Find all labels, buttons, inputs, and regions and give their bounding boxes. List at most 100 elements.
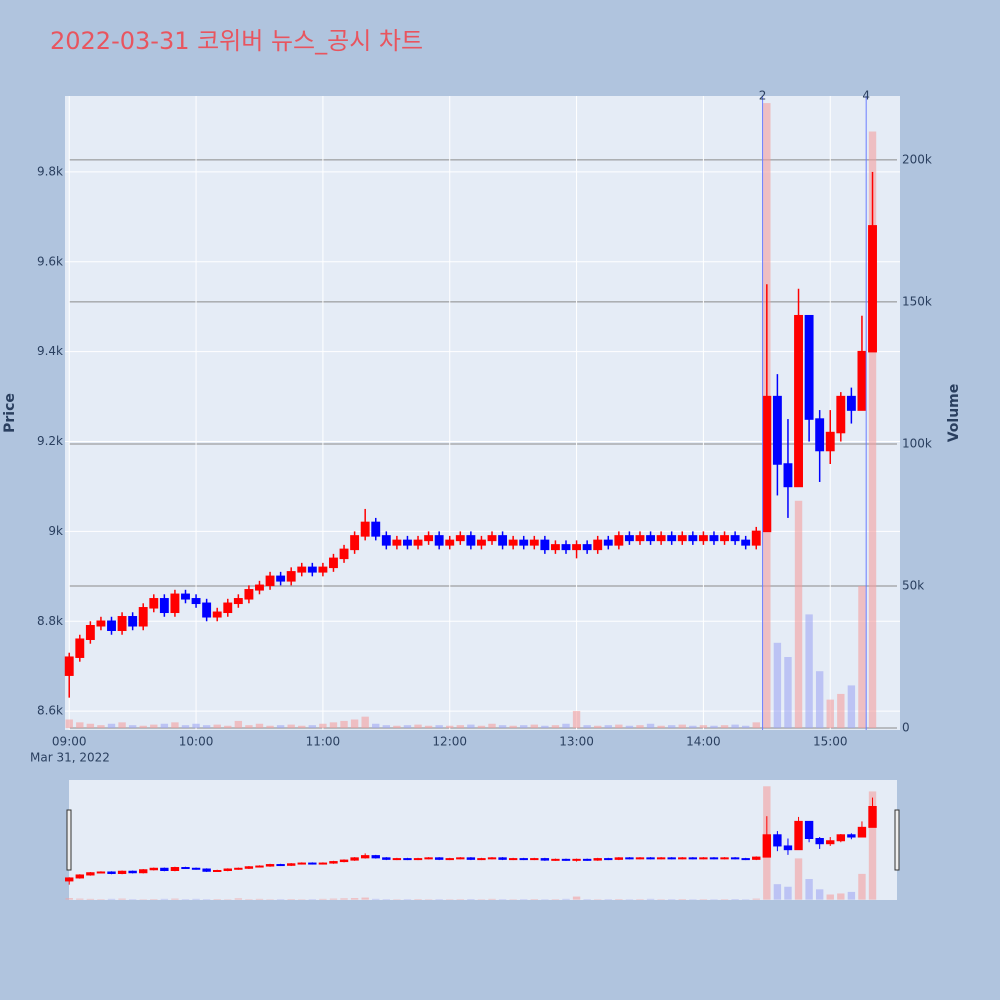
volume-bar	[625, 725, 634, 729]
slider-volume-bar	[128, 899, 137, 900]
y2-tick-label: 50k	[902, 578, 924, 592]
x-tick-label: 13:00	[559, 735, 594, 749]
slider-volume-bar	[667, 899, 676, 900]
slider-candle-body	[773, 834, 782, 847]
volume-bar	[150, 724, 158, 729]
candle-body	[159, 598, 169, 614]
volume-bar	[699, 725, 708, 729]
slider-volume-bar	[276, 899, 285, 900]
candle-body	[762, 395, 772, 533]
candle-body	[667, 535, 677, 542]
volume-bar	[720, 725, 729, 729]
volume-bar	[815, 671, 824, 729]
candle-body	[783, 463, 793, 488]
slider-volume-bar	[329, 898, 338, 900]
candle-body	[117, 616, 127, 631]
slider-volume-bar	[784, 886, 792, 900]
slider-candle-body	[371, 855, 380, 859]
candle-body	[170, 593, 180, 614]
slider-candle-body	[234, 867, 243, 870]
y-tick-label: 9k	[48, 524, 63, 538]
slider-candle-body	[783, 845, 793, 851]
slider-volume-bar	[826, 894, 834, 900]
slider-candle-body	[730, 857, 740, 860]
volume-bar	[541, 725, 549, 729]
slider-handle[interactable]	[66, 809, 72, 871]
slider-candle-body	[530, 858, 539, 861]
volume-bar	[551, 725, 560, 729]
volume-bar	[594, 725, 602, 729]
candle-body	[202, 602, 212, 618]
slider-candle-body	[339, 859, 349, 863]
candle-body	[318, 566, 328, 573]
volume-bar	[678, 724, 686, 729]
slider-candle-body	[244, 866, 254, 869]
slider-candle-body	[170, 867, 180, 872]
slider-candle-body	[836, 834, 846, 842]
slider-candle-body	[477, 858, 486, 861]
y-tick-label: 8.6k	[37, 704, 63, 718]
y2-tick-label: 150k	[902, 294, 932, 308]
candle-body	[212, 611, 222, 618]
slider-volume-bar	[636, 899, 644, 900]
candle-body	[244, 589, 254, 600]
slider-candle-body	[593, 858, 602, 861]
y-axis-title: Price	[2, 393, 18, 433]
volume-bar	[255, 723, 264, 729]
slider-candle-body	[350, 857, 359, 861]
volume-bar	[276, 725, 285, 729]
candle-body	[350, 535, 360, 551]
slider-volume-bar	[65, 898, 73, 900]
slider-handle[interactable]	[894, 809, 900, 871]
slider-candle-body	[635, 857, 645, 860]
volume-bar	[107, 723, 116, 729]
volume-bar	[181, 725, 190, 729]
volume-bar	[784, 656, 792, 729]
range-slider[interactable]	[69, 780, 897, 900]
y2-tick-label: 0	[902, 721, 910, 735]
volume-bar	[97, 725, 105, 729]
slider-candle-body	[117, 870, 127, 874]
slider-candle-body	[191, 867, 201, 870]
volume-bar	[319, 723, 327, 729]
slider-candle-body	[424, 857, 433, 860]
volume-bar	[435, 725, 443, 729]
slider-candle-body	[445, 858, 454, 861]
candle-body	[223, 602, 233, 614]
slider-volume-bar	[86, 898, 95, 900]
slider-candle-body	[392, 858, 402, 861]
candle-body	[138, 607, 148, 627]
slider-volume-bar	[794, 858, 803, 900]
volume-bar	[287, 724, 295, 729]
slider-candle-body	[498, 857, 507, 860]
volume-bar	[372, 723, 380, 729]
slider-candle-body	[75, 874, 84, 879]
slider-volume-bar	[308, 899, 317, 900]
slider-candle-body	[741, 858, 750, 861]
candle-body	[857, 350, 867, 411]
slider-candle-body	[487, 857, 497, 860]
volume-bar	[171, 722, 179, 729]
x-tick-label: 14:00	[686, 735, 721, 749]
slider-candle-body	[804, 820, 814, 840]
plot-area	[65, 96, 900, 730]
x-date-label: Mar 31, 2022	[30, 751, 110, 765]
candle-body	[233, 598, 243, 605]
slider-candle-body	[456, 857, 465, 860]
volume-bar	[234, 720, 243, 729]
slider-volume-bar	[678, 899, 686, 900]
slider-candle-body	[709, 857, 719, 860]
slider-candle-body	[868, 806, 877, 828]
candle-body	[307, 566, 317, 573]
y2-axis-title: Volume	[946, 384, 962, 443]
volume-bar	[340, 720, 348, 729]
y-tick-label: 9.2k	[37, 434, 63, 448]
candle-body	[804, 314, 814, 420]
x-tick-label: 12:00	[432, 735, 467, 749]
candle-body	[75, 638, 85, 658]
slider-candle-body	[720, 857, 729, 860]
candle-body	[455, 535, 465, 542]
slider-volume-bar	[847, 891, 856, 900]
slider-candle-body	[752, 856, 761, 860]
candle-body	[128, 616, 138, 627]
